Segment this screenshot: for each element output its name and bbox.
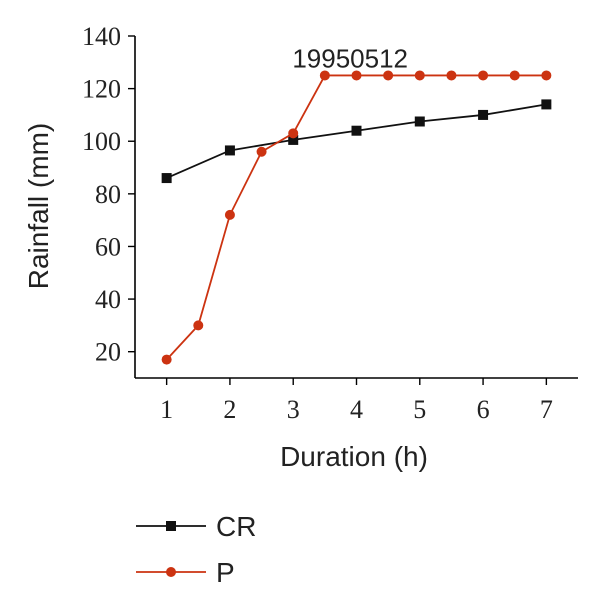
data-point: [509, 70, 520, 81]
legend-item-cr: CR: [136, 511, 256, 542]
series-cr: [161, 99, 552, 184]
x-tick-label: 6: [477, 395, 490, 424]
legend-marker: [166, 567, 176, 577]
y-tick-label: 40: [95, 285, 121, 314]
y-tick-label: 120: [82, 75, 121, 104]
series-line: [165, 74, 547, 361]
x-tick-label: 4: [350, 395, 363, 424]
y-tick-label: 20: [95, 338, 121, 367]
data-point: [541, 99, 552, 110]
data-point: [193, 320, 204, 331]
legend: CR P: [136, 511, 256, 588]
data-point: [224, 209, 235, 220]
y-tick-label: 100: [82, 127, 121, 156]
series-line: [166, 103, 547, 179]
data-point: [478, 109, 489, 120]
legend-label: CR: [216, 511, 256, 542]
x-tick-label: 2: [223, 395, 236, 424]
data-point: [224, 145, 235, 156]
data-point: [256, 146, 267, 157]
data-point: [383, 70, 394, 81]
data-point: [541, 70, 552, 81]
data-point: [288, 134, 299, 145]
x-tick-label: 7: [540, 395, 553, 424]
data-point: [351, 125, 362, 136]
data-point: [319, 70, 330, 81]
series-layer: [161, 70, 552, 365]
data-point: [446, 70, 457, 81]
legend-item-p: P: [136, 557, 235, 588]
legend-label: P: [216, 557, 235, 588]
x-tick-label: 5: [413, 395, 426, 424]
data-point: [161, 354, 172, 365]
legend-marker: [166, 521, 176, 531]
x-ticks: 1 2 3 4 5 6 7: [160, 378, 553, 424]
y-ticks: 20 40 60 80 100 120 140: [82, 22, 135, 367]
series-p: [161, 70, 552, 365]
x-tick-label: 3: [287, 395, 300, 424]
data-point: [414, 70, 425, 81]
y-axis-title: Rainfall (mm): [23, 123, 54, 289]
data-point: [478, 70, 489, 81]
data-point: [161, 173, 172, 184]
x-tick-label: 1: [160, 395, 173, 424]
y-tick-label: 80: [95, 180, 121, 209]
x-axis-title: Duration (h): [280, 441, 428, 472]
data-point: [288, 128, 299, 139]
y-tick-label: 140: [82, 22, 121, 51]
data-point: [351, 70, 362, 81]
y-tick-label: 60: [95, 232, 121, 261]
data-point: [414, 116, 425, 127]
annotation-label: 19950512: [292, 44, 408, 74]
